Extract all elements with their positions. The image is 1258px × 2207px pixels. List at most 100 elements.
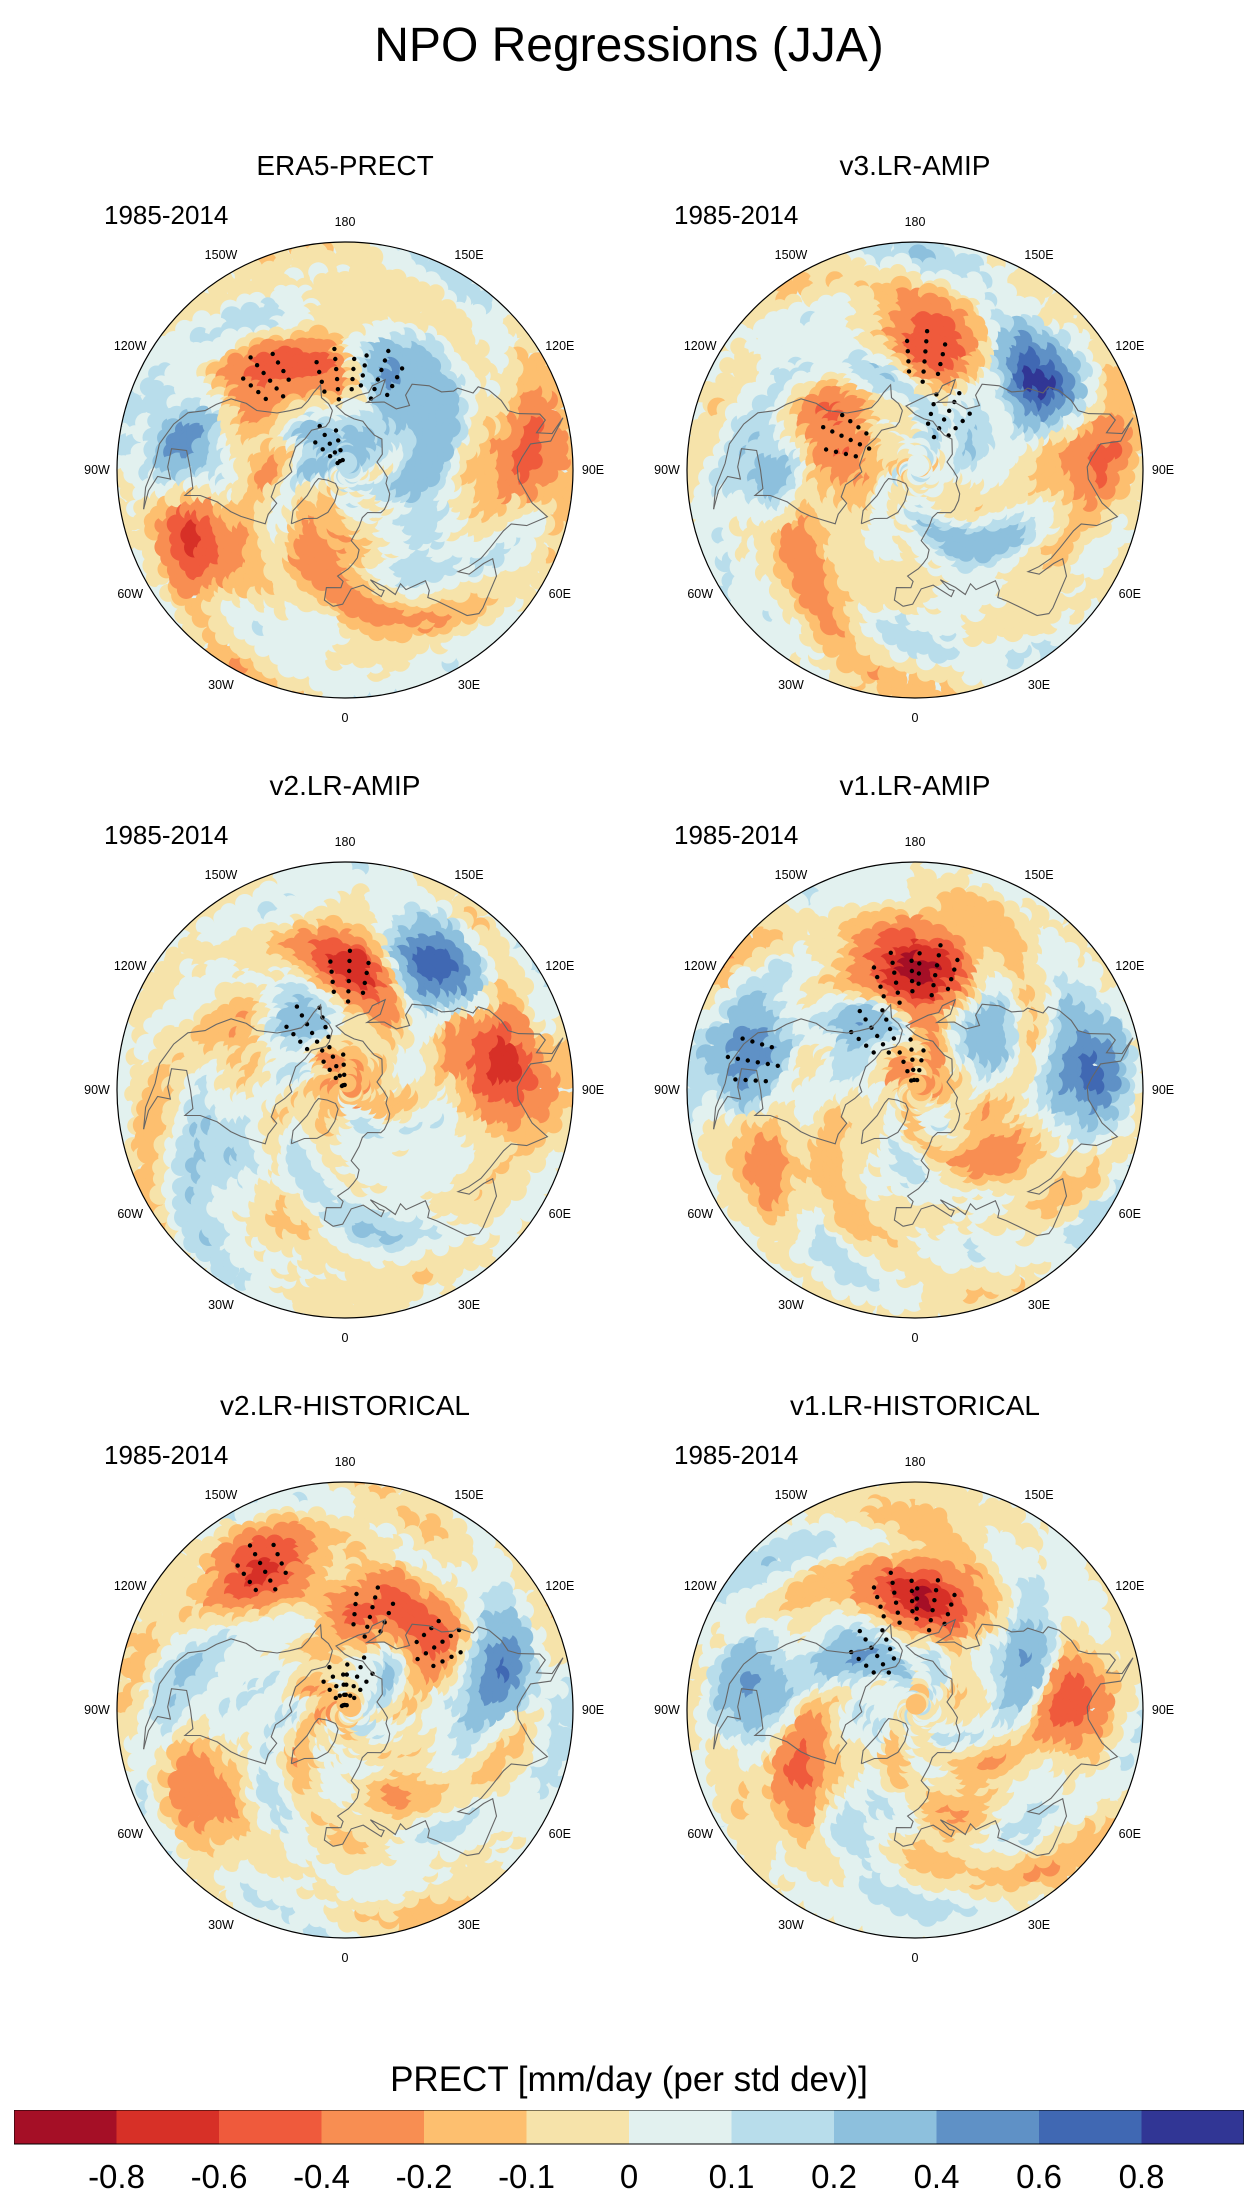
longitude-label: 90W: [84, 463, 110, 477]
significance-dot: [320, 447, 325, 452]
significance-dot: [382, 358, 388, 363]
longitude-label: 120E: [545, 339, 574, 353]
significance-dot: [386, 348, 391, 354]
significance-dot: [942, 342, 948, 347]
panel-title: ERA5-PRECT: [256, 150, 434, 181]
significance-dot: [280, 394, 286, 399]
longitude-label: 180: [905, 215, 926, 229]
significance-dot: [821, 425, 826, 430]
significance-dot: [848, 419, 853, 424]
significance-dot: [274, 386, 279, 391]
significance-dot: [317, 369, 322, 375]
significance-dot: [399, 366, 405, 371]
longitude-label: 30W: [778, 678, 804, 692]
longitude-label: 90E: [582, 463, 604, 477]
significance-dot: [866, 446, 872, 451]
field-cell: [907, 454, 925, 472]
significance-dot: [853, 454, 858, 459]
significance-dot: [905, 349, 910, 354]
significance-dot: [904, 338, 910, 344]
longitude-label: 60W: [117, 587, 143, 601]
significance-dot: [375, 377, 381, 382]
significance-dot: [953, 426, 958, 431]
significance-dot: [390, 383, 395, 389]
significance-dot: [333, 356, 338, 362]
significance-dot: [335, 460, 340, 466]
significance-dot: [941, 417, 947, 422]
significance-dot: [843, 451, 849, 457]
significance-dot: [334, 366, 339, 372]
longitude-label: 0: [342, 711, 349, 725]
significance-dot: [360, 373, 365, 378]
significance-dot: [351, 366, 356, 372]
precip-field: [117, 242, 573, 698]
significance-dot: [358, 383, 364, 388]
longitude-label: 60E: [1119, 587, 1141, 601]
significance-dot: [263, 396, 268, 402]
significance-dot: [924, 339, 929, 344]
significance-dot: [248, 355, 253, 360]
significance-dot: [938, 361, 943, 367]
significance-dot: [352, 356, 357, 362]
longitude-label: 150E: [454, 248, 483, 262]
panel-period: 1985-2014: [104, 200, 229, 230]
longitude-label: 30E: [458, 678, 480, 692]
significance-dot: [327, 441, 332, 446]
significance-dot: [920, 379, 925, 384]
significance-dot: [261, 370, 266, 376]
longitude-label: 90W: [654, 463, 680, 477]
significance-dot: [906, 369, 912, 374]
significance-dot: [313, 440, 318, 445]
significance-dot: [336, 438, 341, 443]
significance-dot: [286, 377, 291, 382]
longitude-label: 30W: [208, 678, 234, 692]
significance-dot: [241, 376, 246, 381]
map-panel: v3.LR-AMIP 1985-2014 0 30E 60E 90E 120E 150E 1…: [620, 150, 1210, 750]
significance-dot: [928, 411, 934, 417]
significance-dot: [379, 367, 384, 373]
significance-dot: [270, 351, 275, 357]
significance-dot: [967, 411, 972, 416]
significance-dot: [364, 353, 369, 358]
significance-dot: [281, 368, 286, 374]
significance-dot: [267, 378, 273, 383]
longitude-label: 30E: [1028, 678, 1050, 692]
significance-dot: [960, 418, 965, 424]
significance-dot: [332, 450, 338, 455]
longitude-label: 150W: [775, 248, 808, 262]
significance-dot: [350, 376, 355, 382]
significance-dot: [275, 360, 281, 365]
significance-dot: [372, 386, 377, 392]
longitude-label: 150W: [205, 248, 238, 262]
significance-dot: [336, 397, 341, 402]
significance-dot: [840, 412, 845, 418]
significance-dot: [923, 349, 928, 354]
significance-dot: [921, 369, 926, 374]
significance-dot: [322, 389, 327, 394]
significance-dot: [314, 360, 319, 365]
longitude-label: 120E: [1115, 339, 1144, 353]
significance-dot: [334, 376, 340, 382]
significance-dot: [906, 359, 911, 364]
significance-dot: [254, 363, 260, 368]
significance-dot: [322, 432, 327, 438]
significance-dot: [864, 431, 869, 436]
significance-dot: [319, 379, 324, 384]
significance-dot: [332, 346, 337, 352]
significance-dot: [823, 447, 829, 452]
longitude-label: 120W: [114, 339, 147, 353]
precip-field: [117, 862, 573, 1318]
significance-dot: [957, 391, 962, 396]
significance-dot: [856, 425, 861, 430]
longitude-label: 180: [335, 215, 356, 229]
figure-title: NPO Regressions (JJA): [374, 19, 884, 72]
significance-dot: [848, 437, 853, 443]
significance-dot: [830, 429, 835, 434]
significance-dot: [394, 375, 400, 380]
significance-dot: [947, 408, 952, 413]
precip-field: [687, 242, 1143, 698]
significance-dot: [922, 359, 927, 364]
significance-dot: [335, 387, 341, 392]
